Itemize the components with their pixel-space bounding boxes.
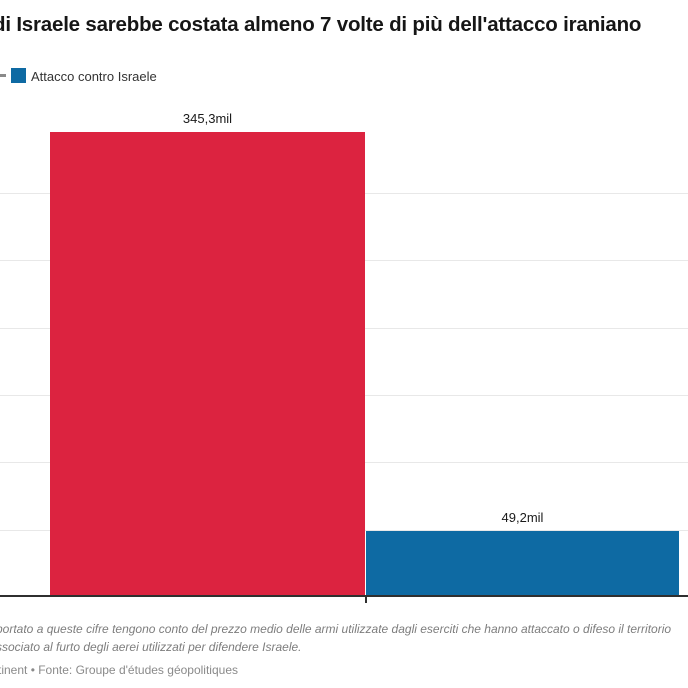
value-label-defense: 345,3mil (182, 111, 233, 126)
bar-attack-cost (366, 531, 679, 597)
footnote-line-1: portato a queste cifre tengono conto del… (0, 622, 672, 636)
legend-label-attack: Attacco contro Israele (31, 69, 157, 84)
legend-swatch-attack (11, 68, 26, 83)
value-label-attack: 49,2mil (501, 510, 544, 525)
source-attribution: tinent • Fonte: Groupe d'études géopolit… (0, 663, 238, 677)
footnote-line-2: ssociato al furto degli aerei utilizzati… (0, 640, 302, 654)
bar-defense-cost (50, 132, 365, 597)
chart-title: di Israele sarebbe costata almeno 7 volt… (0, 13, 642, 36)
x-axis-tick (365, 597, 367, 603)
legend: Attacco contro Israele (0, 66, 688, 86)
x-axis-line (0, 595, 688, 597)
clipped-legend-fragment (0, 74, 6, 77)
